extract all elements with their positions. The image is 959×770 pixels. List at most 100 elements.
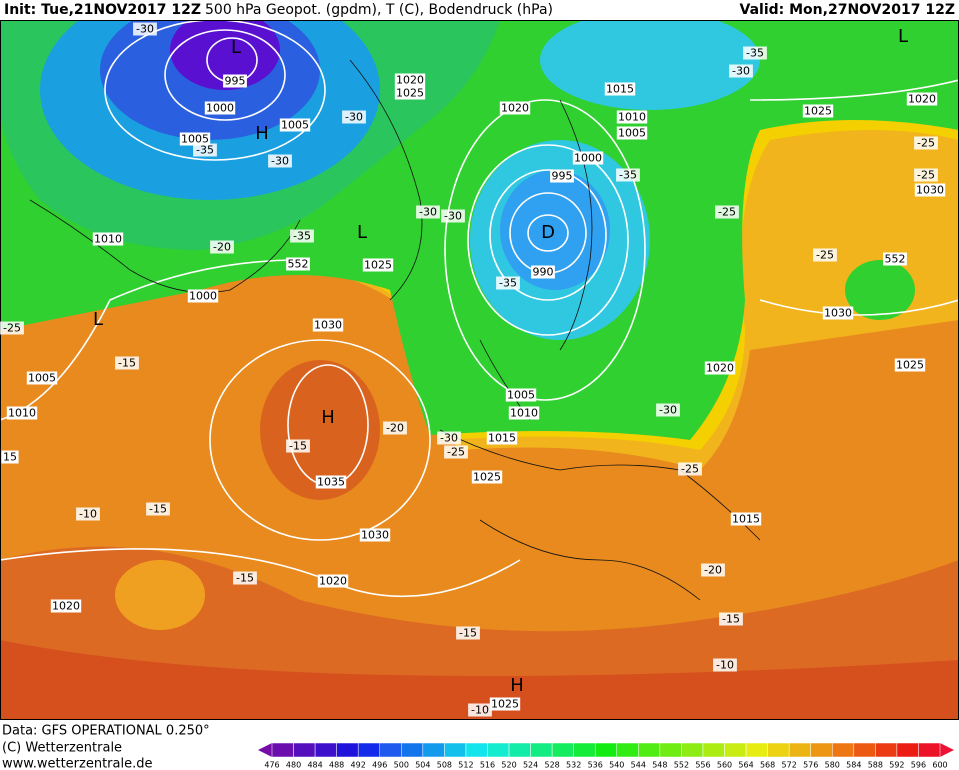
isobar-label-box: [730, 512, 762, 526]
temperature-label-box: [715, 205, 739, 219]
pressure-center: L: [93, 309, 103, 330]
isobar-label: 1030: [824, 307, 852, 320]
isobar-label: 995: [552, 170, 573, 183]
colorbar-swatch: [271, 742, 294, 758]
isobar-label: 1020: [706, 362, 734, 375]
isobar-label-box: [486, 431, 518, 445]
temperature-label-box: [678, 462, 702, 476]
isobar-label: 1000: [206, 102, 234, 115]
temperature-label-box: [0, 321, 24, 335]
data-source: Data: GFS OPERATIONAL 0.250°: [2, 724, 210, 739]
isobar-label-box: [223, 74, 247, 88]
temperature-label-box: [76, 507, 100, 521]
temperature-label: -15: [459, 627, 477, 640]
colorbar-swatch: [594, 742, 618, 758]
colorbar-tick-label: 584: [846, 761, 861, 770]
temperature-label-box: [342, 110, 366, 124]
isobar-label-box: [362, 258, 394, 272]
pressure-center: D: [541, 222, 555, 243]
temperature-label-box: [743, 46, 767, 60]
temperature-label: -10: [471, 704, 489, 717]
isobar-label: 1020: [396, 74, 424, 87]
temperature-label: -25: [917, 169, 935, 182]
colorbar-tick-label: 508: [437, 761, 452, 770]
colorbar-swatch: [788, 742, 811, 758]
colorbar-tick-label: 480: [286, 761, 301, 770]
colorbar-tick-label: 572: [782, 761, 797, 770]
colorbar-swatch: [659, 742, 682, 758]
colorbar-tick-label: 524: [523, 761, 538, 770]
isobar-label: 1005: [281, 119, 309, 132]
isobar-label-box: [359, 528, 391, 542]
temperature-label: -35: [196, 144, 214, 157]
colorbar-swatch: [638, 742, 661, 758]
temperature-label: -30: [444, 210, 462, 223]
temperature-label: -35: [499, 277, 517, 290]
colorbar-swatch: [573, 742, 596, 758]
isobar-label-box: [550, 169, 574, 183]
isobar-label: 1030: [916, 184, 944, 197]
isobar-label-box: [471, 470, 503, 484]
colorbar-swatch: [379, 742, 402, 758]
temperature-label: -15: [118, 357, 136, 370]
colorbar-swatch: [767, 742, 790, 758]
isobar-label: 1005: [28, 372, 56, 385]
colorbar-swatch: [702, 742, 725, 758]
temperature-label: -15: [236, 572, 254, 585]
isobar-label: 552: [885, 253, 906, 266]
temperature-label: -30: [136, 23, 154, 36]
colorbar-swatch: [444, 742, 467, 758]
temperature-label: -35: [746, 47, 764, 60]
temperature-label-box: [416, 205, 440, 219]
isobar-label: 1035: [317, 476, 345, 489]
copyright: (C) Wetterzentrale: [2, 741, 122, 756]
isobar-label: 1025: [364, 259, 392, 272]
colorbar-tick-label: 544: [631, 761, 646, 770]
map-field: [0, 20, 959, 720]
temperature-label: -30: [271, 155, 289, 168]
colorbar-tick-label: 516: [480, 761, 495, 770]
isobar-label: 1025: [396, 87, 424, 100]
isobar-label: 1025: [473, 471, 501, 484]
isobar-label-box: [26, 371, 58, 385]
temperature-label-box: [719, 612, 743, 626]
isobar-label: 1010: [94, 233, 122, 246]
isobar-label-box: [92, 232, 124, 246]
colorbar-swatch: [896, 742, 919, 758]
pressure-center: L: [898, 26, 908, 47]
temperature-label: -15: [289, 440, 307, 453]
isobar-label: 990: [533, 266, 554, 279]
colorbar-tick-label: 488: [329, 761, 344, 770]
temperature-label-box: [713, 658, 737, 672]
colorbar-swatch: [487, 742, 510, 758]
colorbar-tick-label: 592: [889, 761, 904, 770]
isobar-label: 1025: [491, 698, 519, 711]
colorbar-tick-label: 564: [738, 761, 753, 770]
colorbar-swatch: [616, 742, 639, 758]
colorbar-tick-label: 600: [932, 761, 947, 770]
isobar-label: 1000: [189, 290, 217, 303]
temperature-label: -30: [419, 206, 437, 219]
colorbar-tick-label: 548: [652, 761, 667, 770]
temperature-label: -35: [619, 169, 637, 182]
isobar-label-box: [704, 361, 736, 375]
temperature-label: -20: [213, 241, 231, 254]
isobar-label: 15: [3, 451, 17, 464]
isobar-label: 1020: [319, 575, 347, 588]
colorbar-tick-label: 552: [674, 761, 689, 770]
temperature-label: -25: [447, 446, 465, 459]
temperature-label-box: [468, 703, 492, 717]
isobar-label-box: [1, 450, 19, 464]
colorbar-tick-label: 576: [803, 761, 818, 770]
colorbar-swatch: [832, 742, 855, 758]
isobar-label: 1015: [606, 83, 634, 96]
isobar-label: 1015: [488, 432, 516, 445]
colorbar-tick-label: 520: [501, 761, 516, 770]
colorbar: 476 480 484 488 492 496 500 504 508 512 516 520 524 5…: [258, 742, 954, 770]
isobar-label-box: [616, 126, 648, 140]
temperature-label: -25: [681, 463, 699, 476]
colorbar-tick-label: 492: [351, 761, 366, 770]
temperature-label-box: [193, 143, 217, 157]
temperature-label-box: [496, 276, 520, 290]
isobar-label: 1020: [501, 102, 529, 115]
